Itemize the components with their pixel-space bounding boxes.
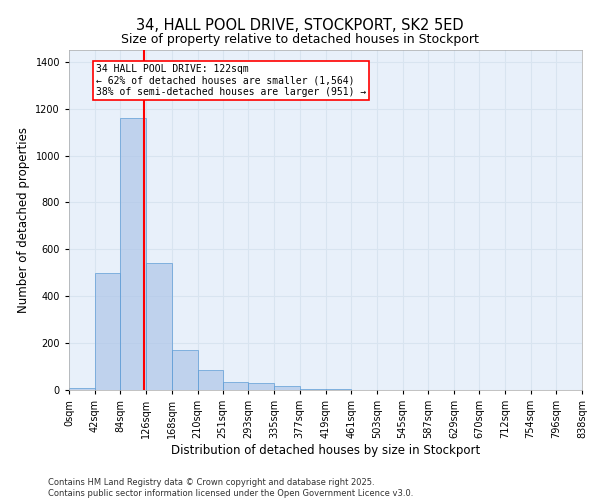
Text: 34, HALL POOL DRIVE, STOCKPORT, SK2 5ED: 34, HALL POOL DRIVE, STOCKPORT, SK2 5ED: [136, 18, 464, 32]
Bar: [172, 350, 197, 390]
Y-axis label: Number of detached properties: Number of detached properties: [17, 127, 30, 313]
Text: Size of property relative to detached houses in Stockport: Size of property relative to detached ho…: [121, 32, 479, 46]
Bar: [300, 389, 325, 390]
Text: 34 HALL POOL DRIVE: 122sqm
← 62% of detached houses are smaller (1,564)
38% of s: 34 HALL POOL DRIVE: 122sqm ← 62% of deta…: [96, 64, 366, 98]
Bar: [146, 264, 172, 390]
Bar: [121, 118, 146, 390]
Bar: [274, 386, 300, 390]
Bar: [248, 383, 274, 390]
Bar: [197, 370, 223, 390]
Bar: [95, 273, 121, 390]
Bar: [69, 388, 95, 390]
X-axis label: Distribution of detached houses by size in Stockport: Distribution of detached houses by size …: [171, 444, 480, 457]
Text: Contains HM Land Registry data © Crown copyright and database right 2025.
Contai: Contains HM Land Registry data © Crown c…: [48, 478, 413, 498]
Bar: [223, 382, 248, 390]
